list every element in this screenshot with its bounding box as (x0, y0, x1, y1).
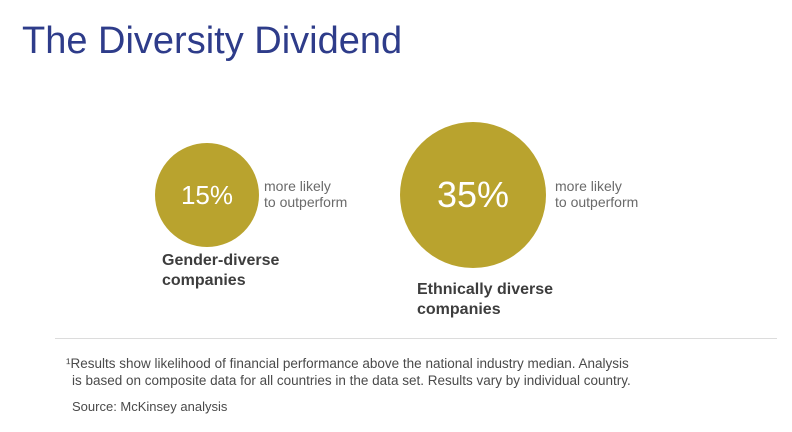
page-title: The Diversity Dividend (22, 20, 403, 62)
gender-note-line2: to outperform (264, 194, 348, 210)
divider (55, 338, 777, 339)
gender-note-line1: more likely (264, 178, 331, 194)
ethnic-label-line2: companies (417, 301, 501, 318)
footnote-line2: is based on composite data for all count… (72, 373, 631, 388)
ethnically-diverse-label: Ethnically diverse companies (417, 280, 553, 320)
source-note: Source: McKinsey analysis (72, 399, 228, 414)
ethnic-label-line1: Ethnically diverse (417, 281, 554, 298)
gender-diverse-note: more likely to outperform (264, 178, 347, 210)
ethnically-diverse-note: more likely to outperform (555, 178, 638, 210)
gender-diverse-circle: 15% (155, 143, 259, 247)
gender-diverse-label: Gender-diverse companies (162, 251, 279, 291)
ethnically-diverse-value: 35% (436, 174, 510, 215)
ethnically-diverse-circle: 35% (400, 122, 546, 268)
gender-label-line2: companies (162, 272, 246, 289)
footnote: ¹Results show likelihood of financial pe… (66, 355, 631, 389)
gender-diverse-value: 15% (180, 179, 234, 210)
gender-label-line1: Gender-diverse (162, 252, 280, 269)
ethnic-note-line1: more likely (555, 178, 622, 194)
ethnic-note-line2: to outperform (555, 194, 639, 210)
footnote-line1: ¹Results show likelihood of financial pe… (66, 356, 629, 371)
